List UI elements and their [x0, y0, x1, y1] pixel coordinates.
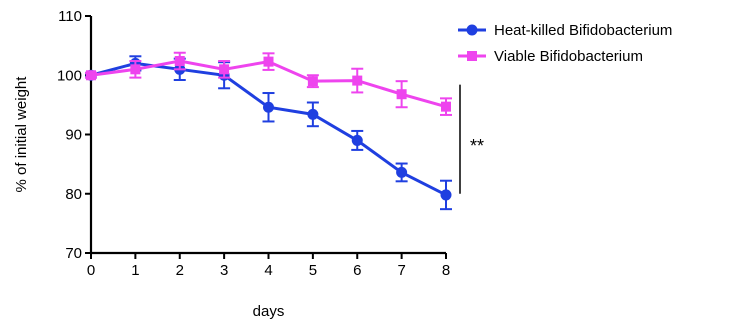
y-tick-label: 90: [65, 127, 82, 144]
data-point: [351, 134, 363, 146]
y-axis-label: % of initial weight: [13, 76, 30, 193]
x-tick-label: 6: [353, 262, 361, 279]
legend-marker: [467, 51, 477, 61]
data-point: [307, 108, 319, 120]
data-point: [396, 89, 407, 100]
legend-label: Viable Bifidobacterium: [494, 48, 643, 65]
series-1: [85, 55, 452, 211]
legend-item: Heat-killed Bifidobacterium: [458, 22, 672, 39]
data-point: [441, 101, 451, 112]
data-point: [352, 75, 363, 86]
series-line: [90, 61, 447, 197]
y-tick-label: 80: [65, 186, 82, 203]
x-tick-label: 5: [309, 262, 317, 279]
data-point: [440, 189, 452, 201]
series-layer: [85, 51, 452, 211]
data-point: [174, 56, 185, 67]
data-point: [307, 76, 318, 87]
y-tick-label: 110: [58, 8, 82, 25]
legend-marker: [466, 24, 478, 36]
x-tick-label: 0: [87, 262, 95, 279]
significance-label: **: [470, 136, 484, 156]
x-tick-label: 7: [397, 262, 405, 279]
data-point: [130, 64, 141, 75]
x-tick-label: 3: [220, 262, 228, 279]
legend-item: Viable Bifidobacterium: [458, 48, 643, 65]
legend: Heat-killed Bifidobacterium Viable Bifido…: [458, 22, 672, 65]
x-axis-label: days: [253, 303, 285, 320]
annotation: **: [459, 84, 484, 194]
data-point: [396, 166, 408, 178]
data-point: [263, 101, 274, 113]
legend-label: Heat-killed Bifidobacterium: [494, 22, 672, 39]
y-tick-label: 100: [57, 67, 82, 84]
data-point: [263, 56, 274, 67]
series-2: [85, 51, 452, 116]
x-tick-label: 4: [264, 262, 272, 279]
axes: 70 80 90 100 110 0 1 2 3 4 5 6 7 8: [57, 8, 450, 279]
data-point: [219, 64, 230, 75]
data-point: [86, 70, 96, 81]
x-tick-label: 2: [176, 262, 184, 279]
x-tick-label: 1: [131, 262, 139, 279]
x-tick-label: 8: [442, 262, 450, 279]
y-tick-label: 70: [65, 245, 82, 262]
